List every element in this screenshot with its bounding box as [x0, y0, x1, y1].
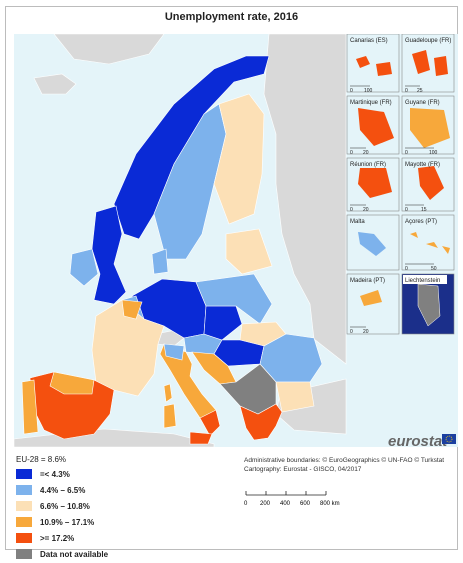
region-finland [213, 93, 265, 225]
region-greece [239, 403, 283, 441]
region-uk [91, 205, 127, 305]
legend-item: 6.6% – 10.8% [16, 499, 226, 513]
legend-swatch-3 [16, 517, 32, 527]
inset-scale-guadeloupe-0: 0 [405, 88, 408, 94]
scale-bar-graphic: 0 200 400 600 800 km [244, 491, 340, 507]
region-sicily [189, 431, 213, 445]
legend-item: =< 4.3% [16, 467, 226, 481]
inset-shape-reunion [358, 168, 392, 198]
inset-shape-liechtenstein [417, 283, 441, 327]
region-italy-north [163, 343, 185, 361]
credits-cartography: Cartography: Eurostat - GISCO, 04/2017 [244, 466, 362, 473]
inset-shape-acores [410, 232, 450, 254]
scale-tick-0: 0 [244, 501, 248, 507]
legend-item: 10.9% – 17.1% [16, 515, 226, 529]
inset-shape-canarias [356, 56, 392, 76]
inset-scale-canarias-1: 100 [364, 88, 373, 94]
legend-label-2: 6.6% – 10.8% [40, 501, 90, 511]
legend-label-3: 10.9% – 17.1% [40, 517, 95, 527]
inset-scale-guadeloupe-1: 25 [417, 88, 423, 94]
inset-label-madeira: Madeira (PT) [350, 278, 385, 284]
inset-label-acores: Açores (PT) [405, 219, 437, 225]
legend-label-1: 4.4% – 6.5% [40, 485, 86, 495]
scale-tick-3: 600 [300, 501, 311, 507]
inset-scale-mayotte-0: 0 [405, 207, 408, 213]
legend-swatch-2 [16, 501, 32, 511]
region-portugal [21, 379, 39, 435]
scale-tick-2: 400 [280, 501, 291, 507]
credits-boundaries: Administrative boundaries: © EuroGeograp… [244, 457, 445, 464]
inset-label-liechtenstein: Liechtenstein [405, 278, 440, 284]
insets-panel: Canarias (ES) Guadeloupe (FR) Martinique… [346, 34, 455, 335]
europe-map: Canarias (ES) Guadeloupe (FR) Martinique… [14, 34, 458, 447]
inset-scale-madeira-0: 0 [350, 329, 353, 335]
iceland [33, 73, 77, 95]
legend-swatch-5 [16, 549, 32, 559]
region-corsica [163, 383, 173, 403]
legend-swatch-1 [16, 485, 32, 495]
region-sardinia [163, 403, 177, 429]
legend-label-4: >= 17.2% [40, 533, 75, 543]
scale-tick-4: 800 km [320, 501, 340, 507]
inset-scale-martinique-1: 20 [363, 150, 369, 156]
region-denmark [151, 248, 169, 275]
region-italy-south [199, 409, 221, 437]
inset-label-guyane: Guyane (FR) [405, 100, 440, 106]
scale-tick-1: 200 [260, 501, 271, 507]
legend-label-0: =< 4.3% [40, 469, 70, 479]
russia-belarus-ukraine [263, 34, 347, 365]
inset-scale-guyane-0: 0 [405, 150, 408, 156]
inset-shape-mayotte [418, 166, 444, 200]
inset-shape-martinique [358, 108, 394, 146]
inset-scale-martinique-0: 0 [350, 150, 353, 156]
inset-label-canarias: Canarias (ES) [350, 38, 388, 44]
inset-label-malta: Malta [350, 219, 365, 225]
inset-shape-madeira [360, 290, 382, 306]
greenland [53, 34, 165, 65]
legend-item: Data not available [16, 547, 226, 561]
inset-scale-madeira-1: 20 [363, 329, 369, 335]
region-spain-north [49, 371, 95, 395]
inset-scale-reunion-0: 0 [350, 207, 353, 213]
inset-shape-guyane [410, 108, 450, 148]
eurostat-logo: eurostat [388, 433, 456, 447]
inset-scale-acores-0: 0 [405, 266, 408, 272]
inset-scale-canarias-0: 0 [350, 88, 353, 94]
inset-shape-malta [358, 232, 386, 256]
legend-label-5: Data not available [40, 549, 109, 559]
inset-label-reunion: Réunion (FR) [350, 162, 386, 168]
inset-scale-acores-1: 50 [431, 266, 437, 272]
region-bulgaria [275, 381, 315, 413]
inset-shape-guadeloupe [412, 50, 448, 76]
region-ireland [69, 248, 99, 287]
region-baltics [225, 228, 273, 275]
eurostat-wordmark: eurostat [388, 433, 448, 447]
eu-average-label: EU-28 = 8.6% [16, 455, 67, 464]
legend-item: >= 17.2% [16, 531, 226, 545]
inset-label-martinique: Martinique (FR) [350, 100, 392, 106]
legend-swatch-4 [16, 533, 32, 543]
map-frame: Unemployment rate, 2016 [5, 6, 459, 559]
map-title: Unemployment rate, 2016 [164, 11, 299, 23]
inset-scale-reunion-1: 20 [363, 207, 369, 213]
map-legend: EU-28 = 8.6% =< 4.3% 4.4% – 6.5% 6.6% – … [16, 455, 226, 563]
credits: Administrative boundaries: © EuroGeograp… [244, 456, 459, 474]
inset-label-mayotte: Mayotte (FR) [405, 162, 440, 168]
inset-scale-guyane-1: 100 [429, 150, 438, 156]
inset-scale-mayotte-1: 15 [421, 207, 427, 213]
legend-swatch-0 [16, 469, 32, 479]
map-area: Canarias (ES) Guadeloupe (FR) Martinique… [14, 34, 458, 447]
scale-bar: 0 200 400 600 800 km [242, 487, 352, 513]
inset-label-guadeloupe: Guadeloupe (FR) [405, 38, 451, 44]
legend-item: 4.4% – 6.5% [16, 483, 226, 497]
region-france-north [121, 299, 143, 320]
